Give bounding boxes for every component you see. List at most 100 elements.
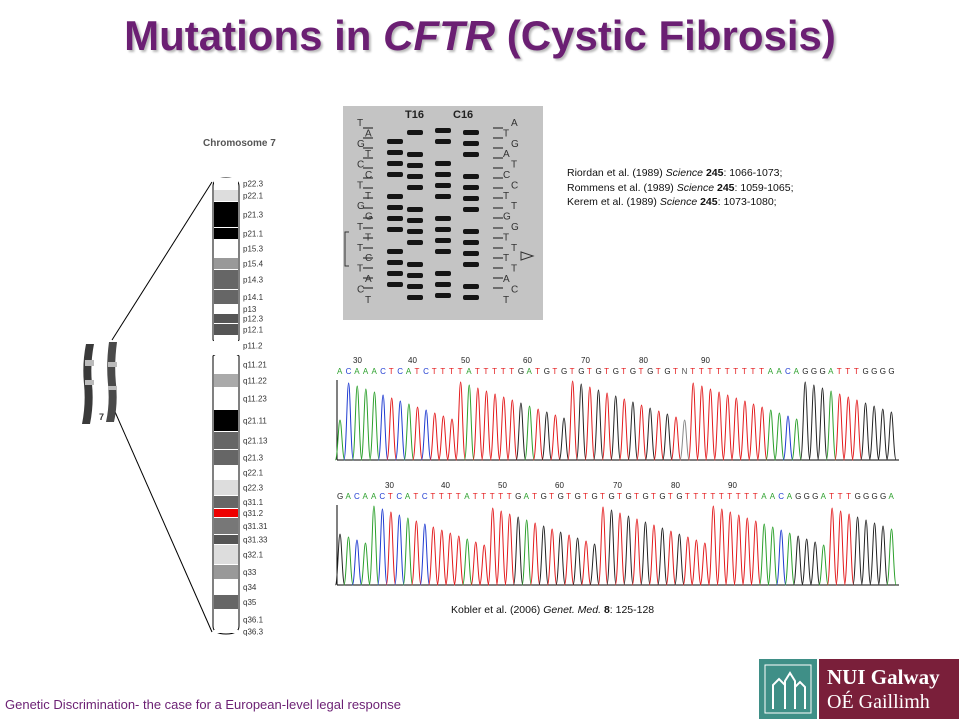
trace-peak	[394, 514, 405, 586]
trace-peak	[623, 515, 634, 586]
footer-text: Genetic Discrimination- the case for a E…	[5, 697, 401, 712]
gel-base: G	[357, 139, 365, 150]
band-label: q11.21	[243, 361, 267, 370]
trace-peak	[472, 387, 484, 461]
logo-line-2: OÉ Gaillimh	[827, 691, 930, 713]
trace-base: G	[595, 367, 601, 376]
trace-base: G	[888, 367, 894, 376]
trace-peak	[546, 528, 558, 586]
trace-peak	[767, 526, 778, 586]
trace-position: 40	[441, 481, 450, 490]
gel-band	[463, 229, 479, 234]
reference-item: Riordan et al. (1989) Science 245: 1066-…	[567, 167, 783, 179]
trace-base: T	[634, 492, 639, 501]
gel-base: T	[511, 160, 517, 171]
gel-band	[387, 216, 403, 221]
gel-base: G	[357, 201, 365, 212]
chromosome-band	[214, 580, 238, 594]
chromosome-band	[214, 374, 238, 387]
gel-band	[435, 227, 451, 232]
chromosome-band	[214, 314, 238, 323]
trace-base: A	[405, 492, 411, 501]
trace-base: T	[447, 492, 452, 501]
trace-peak	[513, 516, 524, 586]
trace-peak	[351, 539, 363, 586]
trace-peak	[386, 397, 397, 461]
gel-band	[407, 284, 423, 289]
gel-base: C	[503, 170, 510, 181]
trace-peak	[438, 415, 449, 461]
chromosome-band	[214, 240, 238, 257]
trace-position: 40	[408, 356, 417, 365]
trace-base: T	[532, 492, 537, 501]
trace-peak	[351, 385, 363, 461]
trace-peak	[682, 536, 694, 586]
trace-peak	[674, 533, 685, 586]
chromosome-band	[214, 410, 238, 431]
gel-band	[435, 128, 451, 133]
trace-base: G	[541, 492, 547, 501]
gel-base: T	[503, 128, 509, 139]
gel-band	[463, 185, 479, 190]
trace-peak	[507, 399, 518, 461]
trace-peak	[665, 530, 677, 586]
trace-peak	[412, 406, 423, 461]
trace-peak	[648, 524, 660, 586]
karyotype-chromosome-pair: 7	[82, 342, 117, 424]
trace-peak	[610, 395, 621, 461]
trace-peak	[636, 404, 647, 461]
trace-base: T	[751, 367, 756, 376]
trace-peak	[446, 418, 458, 461]
band-label: q31.33	[243, 536, 268, 545]
trace-peak	[343, 536, 354, 586]
chromosome-band	[214, 466, 238, 479]
band-label: p21.3	[243, 211, 264, 220]
trace-base: A	[776, 367, 782, 376]
trace-base: T	[621, 367, 626, 376]
trace-base: T	[846, 492, 851, 501]
gel-base: T	[357, 180, 363, 191]
trace-peak	[463, 384, 475, 461]
gel-band	[407, 130, 423, 135]
trace-base: G	[855, 492, 861, 501]
chromosome-band	[214, 630, 238, 633]
trace-peak	[368, 505, 380, 586]
trace-base: C	[380, 367, 386, 376]
slide-title: Mutations in CFTR (Cystic Fibrosis)	[124, 12, 836, 59]
trace-base: T	[498, 492, 503, 501]
gel-base: A	[503, 149, 510, 160]
trace-peak	[687, 382, 699, 461]
gel-base: T	[503, 191, 509, 202]
trace-base: A	[768, 367, 774, 376]
gel-base: T	[365, 149, 371, 160]
band-label: q31.2	[243, 509, 264, 518]
trace-base: T	[456, 492, 461, 501]
trace-peak	[334, 533, 346, 586]
references: Riordan et al. (1989) Science 245: 1066-…	[567, 166, 794, 210]
gel-band	[387, 271, 403, 276]
trace-base: G	[819, 367, 825, 376]
trace-base: G	[609, 492, 615, 501]
chromatograms: 30 40 50 60 70 80 90 A C A A A C T C A T C T T T T A T T T T T G A T G T…	[333, 354, 903, 599]
trace-base: G	[558, 492, 564, 501]
band-label: q33	[243, 568, 257, 577]
trace-peak	[532, 408, 544, 461]
trace-peak	[739, 400, 751, 461]
trace-base: T	[458, 367, 463, 376]
trace-peak	[733, 514, 744, 586]
trace-peak	[601, 392, 613, 461]
karyotype-label: 7	[99, 412, 104, 422]
trace-base: A	[371, 367, 377, 376]
gel-band	[463, 251, 479, 256]
trace-base: T	[744, 492, 749, 501]
gel-base: T	[365, 295, 371, 306]
trace-peak	[725, 511, 736, 586]
trace-base: C	[785, 367, 791, 376]
trace-base: T	[829, 492, 834, 501]
trace-peak	[716, 508, 727, 586]
band-label: q34	[243, 583, 257, 592]
gel-base: T	[357, 243, 363, 254]
trace-peak	[567, 380, 578, 461]
chromosome-band	[214, 509, 238, 517]
band-label: p12.3	[243, 315, 264, 324]
